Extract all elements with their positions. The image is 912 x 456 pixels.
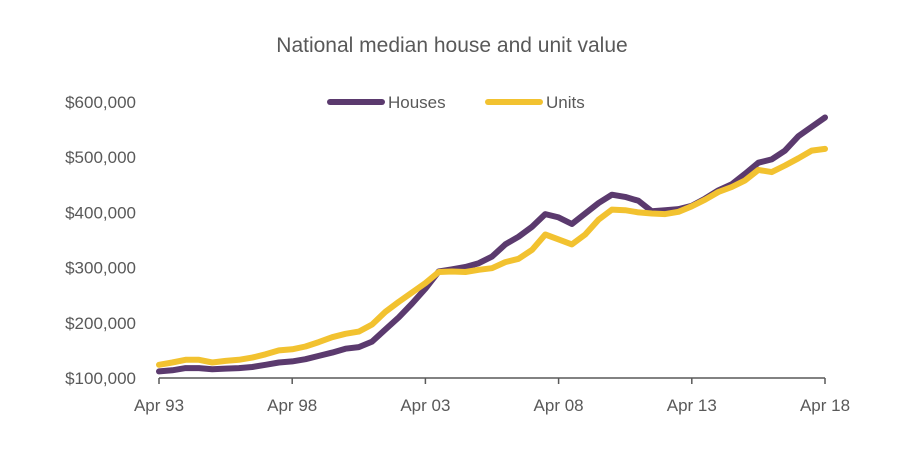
legend-label-houses: Houses [388, 93, 446, 112]
y-tick-label: $400,000 [65, 203, 136, 222]
chart-title: National median house and unit value [276, 34, 627, 57]
y-tick-label: $300,000 [65, 259, 136, 278]
y-tick-label: $600,000 [65, 93, 136, 112]
series-line-houses [156, 114, 828, 375]
x-tick-label: Apr 13 [667, 396, 717, 415]
legend: Houses Units [327, 93, 585, 112]
legend-label-units: Units [546, 93, 585, 112]
x-tick-label: Apr 18 [800, 396, 850, 415]
y-tick-label: $200,000 [65, 314, 136, 333]
y-tick-label: $500,000 [65, 148, 136, 167]
series-layer [156, 114, 828, 375]
x-tick-label: Apr 03 [400, 396, 450, 415]
x-tick-label: Apr 93 [134, 396, 184, 415]
y-axis: $100,000 $200,000 $300,000 $400,000 $500,000… [65, 93, 136, 388]
x-tick-label: Apr 98 [267, 396, 317, 415]
series-line-units [156, 145, 828, 368]
x-axis: Apr 93 Apr 98 Apr 03 Apr 08 Apr 13 Apr 18 [134, 377, 850, 415]
y-tick-label: $100,000 [65, 369, 136, 388]
x-tick-label: Apr 08 [534, 396, 584, 415]
